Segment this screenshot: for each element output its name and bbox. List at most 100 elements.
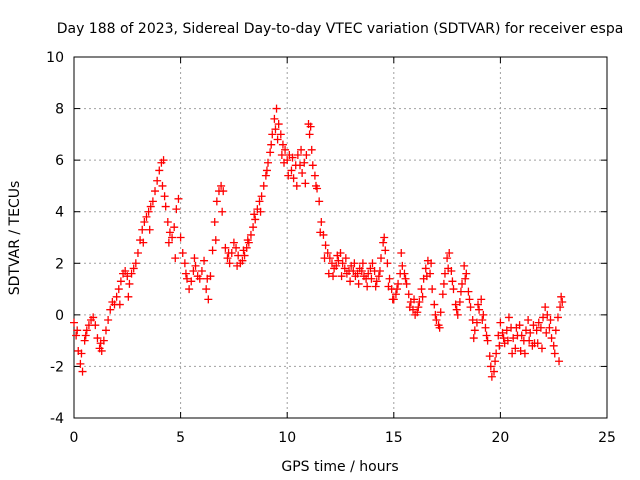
data-point bbox=[96, 339, 105, 348]
data-point bbox=[468, 316, 477, 325]
data-point bbox=[374, 272, 383, 281]
data-point bbox=[270, 114, 279, 123]
data-point bbox=[556, 303, 565, 312]
data-point bbox=[346, 277, 355, 286]
data-point bbox=[478, 316, 487, 325]
data-point bbox=[142, 212, 151, 221]
y-tick-label: 4 bbox=[55, 205, 64, 221]
data-point bbox=[462, 269, 471, 278]
data-point bbox=[452, 305, 461, 314]
data-point bbox=[349, 267, 358, 276]
data-point bbox=[81, 331, 90, 340]
data-point bbox=[539, 313, 548, 322]
data-point bbox=[461, 274, 470, 283]
data-point bbox=[140, 218, 149, 227]
data-point bbox=[233, 261, 242, 270]
data-point bbox=[82, 326, 91, 335]
data-point bbox=[174, 194, 183, 203]
data-point bbox=[80, 336, 89, 345]
data-point bbox=[508, 349, 517, 358]
data-point bbox=[391, 290, 400, 299]
data-point bbox=[274, 120, 283, 129]
data-point bbox=[341, 254, 350, 263]
data-point bbox=[517, 331, 526, 340]
data-point bbox=[89, 313, 98, 322]
data-point bbox=[190, 254, 199, 263]
data-point bbox=[443, 254, 452, 263]
data-point bbox=[298, 169, 307, 178]
data-point bbox=[436, 308, 445, 317]
y-tick-label: 2 bbox=[55, 256, 64, 272]
data-point bbox=[116, 277, 125, 286]
data-point bbox=[479, 310, 488, 319]
data-point bbox=[550, 349, 559, 358]
data-point bbox=[224, 248, 233, 257]
data-point bbox=[93, 334, 102, 343]
x-tick-label: 5 bbox=[176, 430, 185, 446]
data-point bbox=[210, 218, 219, 227]
data-point bbox=[114, 285, 123, 294]
data-point bbox=[494, 331, 503, 340]
x-tick-label: 15 bbox=[385, 430, 403, 446]
data-point bbox=[189, 267, 198, 276]
data-point bbox=[324, 269, 333, 278]
data-point bbox=[377, 254, 386, 263]
data-point bbox=[334, 256, 343, 265]
data-point bbox=[371, 282, 380, 291]
data-point bbox=[375, 267, 384, 276]
data-point bbox=[262, 166, 271, 175]
data-point bbox=[182, 274, 191, 283]
data-point bbox=[474, 300, 483, 309]
data-point bbox=[202, 285, 211, 294]
data-point bbox=[259, 181, 268, 190]
data-point bbox=[112, 292, 121, 301]
y-tick-label: 0 bbox=[55, 308, 64, 324]
data-point bbox=[97, 346, 106, 355]
data-point bbox=[404, 290, 413, 299]
data-point bbox=[533, 339, 542, 348]
data-point bbox=[521, 326, 530, 335]
data-point bbox=[495, 341, 504, 350]
data-point bbox=[127, 269, 136, 278]
data-point bbox=[257, 192, 266, 201]
data-points bbox=[70, 104, 567, 381]
data-point bbox=[380, 233, 389, 242]
data-point bbox=[191, 261, 200, 270]
data-point bbox=[551, 326, 560, 335]
data-point bbox=[363, 282, 372, 291]
data-point bbox=[195, 274, 204, 283]
data-point bbox=[435, 323, 444, 332]
data-point bbox=[511, 344, 520, 353]
x-tick-label: 25 bbox=[598, 430, 616, 446]
data-point bbox=[337, 272, 346, 281]
data-point bbox=[456, 287, 465, 296]
data-point bbox=[115, 300, 124, 309]
y-tick-label: 6 bbox=[55, 153, 64, 169]
data-point bbox=[455, 297, 464, 306]
data-point bbox=[458, 279, 467, 288]
data-point bbox=[221, 243, 230, 252]
data-point bbox=[73, 326, 82, 335]
data-point bbox=[401, 274, 410, 283]
data-point bbox=[558, 297, 567, 306]
x-tick-label: 10 bbox=[278, 430, 296, 446]
data-point bbox=[487, 372, 496, 381]
data-point bbox=[246, 230, 255, 239]
data-point bbox=[261, 171, 270, 180]
data-point bbox=[368, 259, 377, 268]
data-point bbox=[557, 292, 566, 301]
data-point bbox=[543, 310, 552, 319]
data-point bbox=[151, 187, 160, 196]
data-point bbox=[297, 145, 306, 154]
data-point bbox=[537, 344, 546, 353]
data-point bbox=[204, 295, 213, 304]
data-point bbox=[392, 285, 401, 294]
data-point bbox=[155, 166, 164, 175]
data-point bbox=[276, 130, 285, 139]
data-point bbox=[485, 352, 494, 361]
data-point bbox=[238, 256, 247, 265]
data-point bbox=[422, 272, 431, 281]
data-point bbox=[310, 171, 319, 180]
data-point bbox=[323, 248, 332, 257]
data-point bbox=[305, 130, 314, 139]
